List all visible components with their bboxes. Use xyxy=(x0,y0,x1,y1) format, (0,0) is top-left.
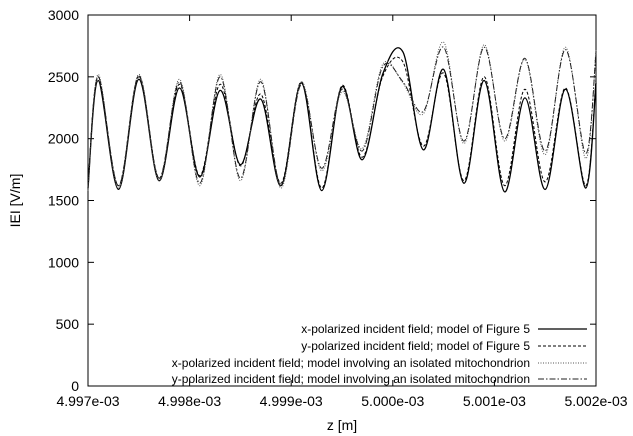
y-tick-label: 500 xyxy=(56,316,80,332)
x-tick-label: 4.998e-03 xyxy=(158,393,221,409)
series-group xyxy=(87,41,597,193)
y-tick-label: 2500 xyxy=(48,69,79,85)
y-tick-label: 1000 xyxy=(48,254,79,270)
y-tick-label: 0 xyxy=(71,378,79,394)
x-axis-label: z [m] xyxy=(327,417,357,433)
x-tick-label: 5.001e-03 xyxy=(463,393,526,409)
y-tick-label: 1500 xyxy=(48,193,79,209)
legend-label-3: x-polarized incident field; model involv… xyxy=(172,356,530,370)
legend-label-4: y-polarized incident field; model involv… xyxy=(172,372,530,386)
legend: x-polarized incident field; model of Fig… xyxy=(172,322,587,386)
x-tick-label: 4.997e-03 xyxy=(56,393,119,409)
axes: 4.997e-03 4.998e-03 4.999e-03 5.000e-03 5.00… xyxy=(48,7,628,409)
y-tick-label: 3000 xyxy=(48,7,79,23)
x-tick-label: 4.999e-03 xyxy=(260,393,323,409)
y-axis-label: IEI [V/m] xyxy=(7,174,23,228)
y-tick-label: 2000 xyxy=(48,131,79,147)
x-tick-label: 5.002e-03 xyxy=(564,393,627,409)
x-tick-label: 5.000e-03 xyxy=(361,393,424,409)
legend-label-2: y-polarized incident field; model of Fig… xyxy=(301,339,530,353)
legend-label-1: x-polarized incident field; model of Fig… xyxy=(301,322,530,336)
series-line-4 xyxy=(87,46,597,189)
